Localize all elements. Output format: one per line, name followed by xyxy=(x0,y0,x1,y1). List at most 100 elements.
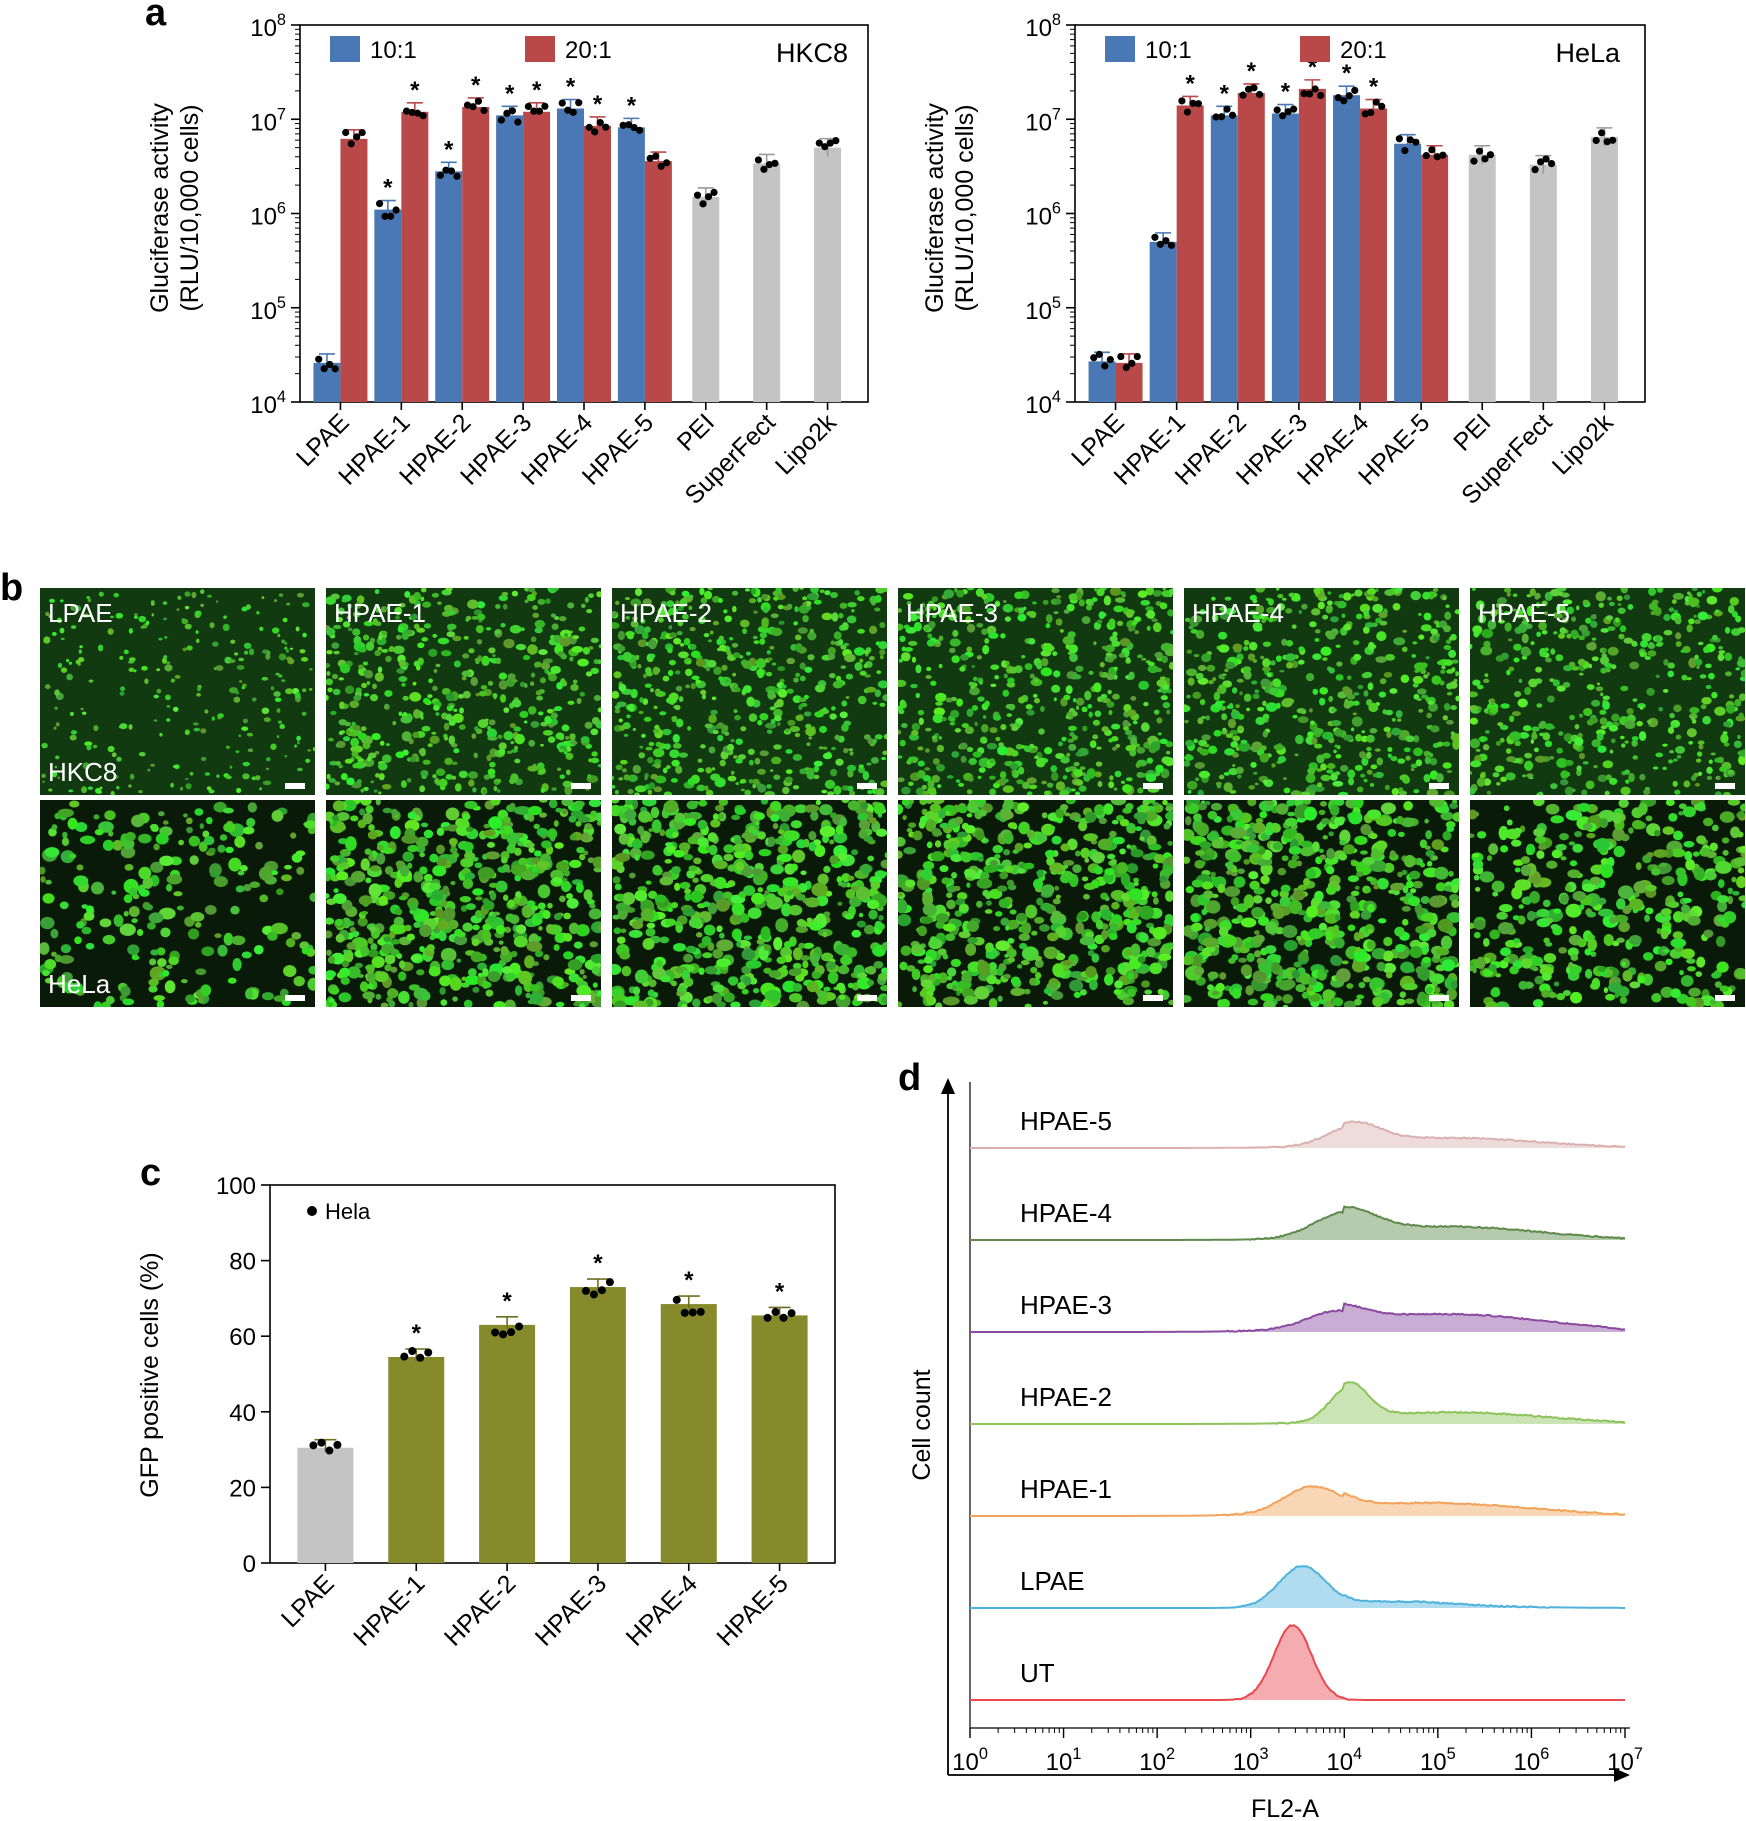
fluorescent-cell xyxy=(329,760,338,766)
fluorescent-cell xyxy=(54,706,58,710)
fluorescent-cell xyxy=(971,682,978,688)
fluorescent-cell xyxy=(569,833,577,841)
fluorescent-cell xyxy=(614,823,627,835)
fluorescent-cell xyxy=(1051,910,1062,920)
fluorescent-cell xyxy=(281,639,286,644)
fluorescent-cell xyxy=(344,685,355,694)
fluorescent-cell xyxy=(743,976,752,986)
fluorescent-cell xyxy=(800,870,807,876)
fluorescent-cell xyxy=(1218,674,1224,680)
fluorescent-cell xyxy=(798,942,806,949)
fluorescent-cell xyxy=(753,640,760,645)
fluorescent-cell xyxy=(756,939,765,945)
fluorescent-cell xyxy=(428,966,441,977)
fluorescent-cell xyxy=(1552,679,1560,687)
fluorescent-cell xyxy=(796,1000,810,1007)
fluorescent-cell xyxy=(1119,637,1131,647)
fluorescent-cell xyxy=(413,591,421,601)
fluorescent-cell xyxy=(1062,775,1068,780)
fluorescent-cell xyxy=(351,750,359,758)
fluorescent-cell xyxy=(1135,762,1141,768)
fluorescent-cell xyxy=(1576,605,1580,611)
fluorescent-cell xyxy=(1220,705,1226,711)
fluorescent-cell xyxy=(1343,734,1354,741)
fluorescent-cell xyxy=(381,754,392,763)
fluorescent-cell xyxy=(1236,653,1244,661)
fluorescent-cell xyxy=(943,589,955,599)
fluorescent-cell xyxy=(1332,780,1344,787)
fluorescent-cell xyxy=(770,864,784,875)
fluorescent-cell xyxy=(382,807,393,814)
fluorescent-cell xyxy=(1326,632,1336,640)
fluorescent-cell xyxy=(559,774,565,779)
fluorescent-cell xyxy=(531,905,539,911)
fluorescent-cell xyxy=(361,682,368,689)
fluorescent-cell xyxy=(643,716,652,722)
fluorescent-cell xyxy=(1352,640,1360,646)
chart-cell-line-name: HKC8 xyxy=(776,38,848,68)
fluorescent-cell xyxy=(630,598,642,607)
fluorescent-cell xyxy=(1042,645,1052,652)
fluorescent-cell xyxy=(290,832,297,839)
fluorescent-cell xyxy=(1262,658,1271,668)
fluorescent-cell xyxy=(730,837,736,843)
fluorescent-cell xyxy=(1055,894,1061,899)
fluorescent-cell xyxy=(640,908,654,922)
fluorescent-cell xyxy=(1368,702,1379,713)
fluorescent-cell xyxy=(706,659,717,668)
bar xyxy=(1271,113,1299,402)
fluorescent-cell xyxy=(398,990,410,1004)
fluorescent-cell xyxy=(634,625,646,635)
fluorescent-cell xyxy=(261,707,270,715)
fluorescent-cell xyxy=(271,810,284,822)
fluorescent-cell xyxy=(1096,619,1103,624)
micrograph-tile: HPAE-3 xyxy=(898,588,1173,795)
fluorescent-cell xyxy=(988,632,999,639)
fluorescent-cell xyxy=(1211,596,1216,601)
fluorescent-cell xyxy=(614,600,620,606)
fluorescent-cell xyxy=(757,597,762,603)
replicate-dot xyxy=(1547,160,1556,168)
fluorescent-cell xyxy=(771,756,782,765)
fluorescent-cell xyxy=(847,769,854,778)
fluorescent-cell xyxy=(1145,588,1155,596)
fluorescent-cell xyxy=(1452,739,1459,750)
fluorescent-cell xyxy=(1216,783,1222,789)
fluorescent-cell xyxy=(1123,726,1129,731)
fluorescent-cell xyxy=(910,683,918,689)
fluorescent-cell xyxy=(1326,763,1336,770)
fluorescent-cell xyxy=(561,808,568,815)
bar xyxy=(1468,154,1496,402)
fluorescent-cell xyxy=(238,734,242,738)
fluorescent-cell xyxy=(1563,733,1573,742)
fluorescent-cell xyxy=(575,924,590,937)
fluorescent-cell xyxy=(184,623,192,630)
fluorescent-cell xyxy=(1069,653,1078,663)
fluorescent-cell xyxy=(788,968,801,977)
fluorescent-cell xyxy=(204,905,217,915)
fluorescent-cell xyxy=(1075,705,1080,710)
fluorescent-cell xyxy=(1205,715,1210,721)
fluorescent-cell xyxy=(335,761,341,766)
fluorescent-cell xyxy=(471,938,480,947)
fluorescent-cell xyxy=(1379,678,1387,685)
fluorescent-cell xyxy=(172,706,179,712)
fluorescent-cell xyxy=(898,729,902,735)
fluorescent-cell xyxy=(928,621,936,629)
fluorescent-cell xyxy=(60,637,65,641)
fluorescent-cell xyxy=(326,678,334,686)
fluorescent-cell xyxy=(848,748,854,752)
fluorescent-cell xyxy=(1695,758,1702,763)
fluorescent-cell xyxy=(1446,719,1454,725)
fluorescent-cell xyxy=(1367,682,1374,691)
fluorescent-cell xyxy=(1505,748,1512,754)
fluorescent-cell xyxy=(675,685,683,692)
fluorescent-cell xyxy=(618,777,624,781)
fluorescent-cell xyxy=(75,822,88,833)
fluorescent-cell xyxy=(1147,661,1155,666)
fluorescent-cell xyxy=(841,700,848,707)
fluorescent-cell xyxy=(1738,755,1745,766)
replicate-dot xyxy=(1306,90,1314,98)
fluorescent-cell xyxy=(439,975,452,987)
fluorescent-cell xyxy=(432,633,438,638)
